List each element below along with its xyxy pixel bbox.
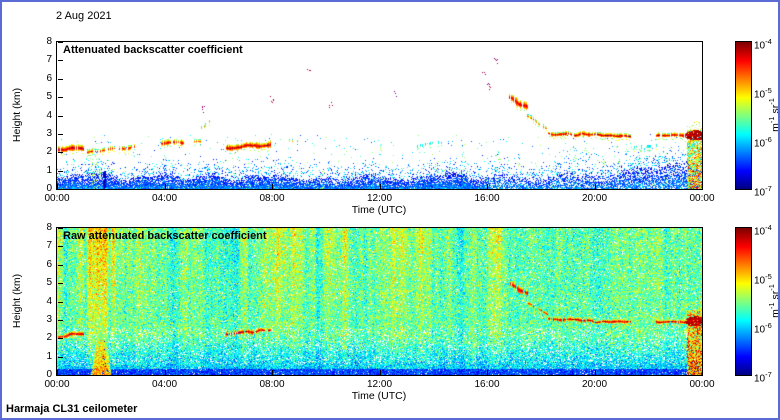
x-axis-label-bottom: Time (UTC) <box>351 390 407 402</box>
y-tick-label: 5 <box>46 277 52 289</box>
y-tick-mark <box>58 283 63 284</box>
colorbar-top <box>735 41 752 190</box>
colorbar-tick-label: 10-5 <box>754 86 772 101</box>
y-tick-mark <box>58 302 63 303</box>
y-tick-label: 6 <box>46 258 52 270</box>
colorbar-bottom-canvas <box>736 228 751 375</box>
x-tick-mark <box>165 370 166 375</box>
y-tick-label: 6 <box>46 72 52 84</box>
y-tick-mark <box>58 152 63 153</box>
y-tick-mark <box>58 265 63 266</box>
y-tick-label: 7 <box>46 240 52 252</box>
y-tick-mark <box>58 228 63 229</box>
y-tick-label: 4 <box>46 295 52 307</box>
y-tick-mark <box>58 338 63 339</box>
y-tick-label: 1 <box>46 164 52 176</box>
y-axis-label-top: Height (km) <box>11 87 23 143</box>
colorbar-unit-label: m-1 sr-1 <box>766 98 780 132</box>
colorbar-bottom <box>735 227 752 376</box>
x-tick-label: 16:00 <box>474 193 500 204</box>
y-tick-label: 8 <box>46 36 52 47</box>
y-tick-mark <box>58 171 63 172</box>
y-tick-label: 2 <box>46 146 52 158</box>
x-tick-label: 04:00 <box>151 193 178 204</box>
x-tick-mark <box>487 370 488 375</box>
x-tick-label: 00:00 <box>44 379 70 390</box>
colorbar-tick-label: 10-7 <box>754 184 772 199</box>
colorbar-tick-label: 10-7 <box>754 370 772 385</box>
raw-heatmap-canvas <box>57 228 702 375</box>
x-tick-label: 20:00 <box>581 193 608 204</box>
x-axis-label-top: Time (UTC) <box>351 204 407 216</box>
raw-backscatter-panel: Raw attenuated backscatter coefficient <box>56 227 703 376</box>
y-tick-label: 2 <box>46 332 52 344</box>
x-tick-mark <box>380 184 381 189</box>
x-tick-label: 12:00 <box>366 193 393 204</box>
y-tick-mark <box>58 320 63 321</box>
y-tick-label: 5 <box>46 91 52 103</box>
x-tick-mark <box>595 370 596 375</box>
colorbar-tick-label: 10-6 <box>754 321 772 336</box>
raw-panel-title: Raw attenuated backscatter coefficient <box>63 230 267 242</box>
y-tick-label: 8 <box>46 222 52 233</box>
y-tick-mark <box>58 79 63 80</box>
processed-heatmap-canvas <box>57 42 702 189</box>
colorbar-tick-label: 10-4 <box>754 37 772 52</box>
colorbar-top-canvas <box>736 42 751 189</box>
x-tick-label: 08:00 <box>259 193 285 204</box>
date-label: 2 Aug 2021 <box>56 10 112 22</box>
colorbar-unit-label: m-1 sr-1 <box>766 284 780 318</box>
x-tick-label: 20:00 <box>581 379 608 390</box>
x-tick-label: 16:00 <box>474 379 500 390</box>
y-tick-label: 3 <box>46 127 52 139</box>
x-tick-mark <box>272 370 273 375</box>
x-tick-label: 12:00 <box>366 379 393 390</box>
y-tick-mark <box>58 375 63 376</box>
processed-panel-title: Attenuated backscatter coefficient <box>63 44 243 56</box>
x-tick-mark <box>595 184 596 189</box>
x-tick-mark <box>272 184 273 189</box>
y-tick-mark <box>58 60 63 61</box>
y-tick-label: 4 <box>46 109 52 121</box>
y-tick-mark <box>58 357 63 358</box>
y-tick-mark <box>58 97 63 98</box>
x-tick-label: 08:00 <box>259 379 285 390</box>
y-tick-mark <box>58 116 63 117</box>
y-axis-label-bottom: Height (km) <box>11 273 23 329</box>
y-tick-label: 1 <box>46 350 52 362</box>
y-tick-mark <box>58 189 63 190</box>
colorbar-tick-label: 10-6 <box>754 135 772 150</box>
x-tick-label: 00:00 <box>689 379 715 390</box>
x-tick-mark <box>165 184 166 189</box>
x-tick-mark <box>487 184 488 189</box>
x-tick-label: 00:00 <box>689 193 715 204</box>
colorbar-tick-label: 10-4 <box>754 223 772 238</box>
y-tick-label: 7 <box>46 54 52 66</box>
y-tick-label: 0 <box>46 183 52 194</box>
y-tick-mark <box>58 246 63 247</box>
x-tick-mark <box>702 370 703 375</box>
x-tick-mark <box>57 370 58 375</box>
y-tick-label: 0 <box>46 369 52 380</box>
x-tick-mark <box>57 184 58 189</box>
x-tick-mark <box>702 184 703 189</box>
y-tick-mark <box>58 42 63 43</box>
y-tick-mark <box>58 134 63 135</box>
x-tick-label: 00:00 <box>44 193 70 204</box>
x-tick-mark <box>380 370 381 375</box>
colorbar-tick-label: 10-5 <box>754 272 772 287</box>
y-tick-label: 3 <box>46 313 52 325</box>
instrument-label: Harmaja CL31 ceilometer <box>6 403 138 415</box>
processed-backscatter-panel: Attenuated backscatter coefficient <box>56 41 703 190</box>
x-tick-label: 04:00 <box>151 379 178 390</box>
